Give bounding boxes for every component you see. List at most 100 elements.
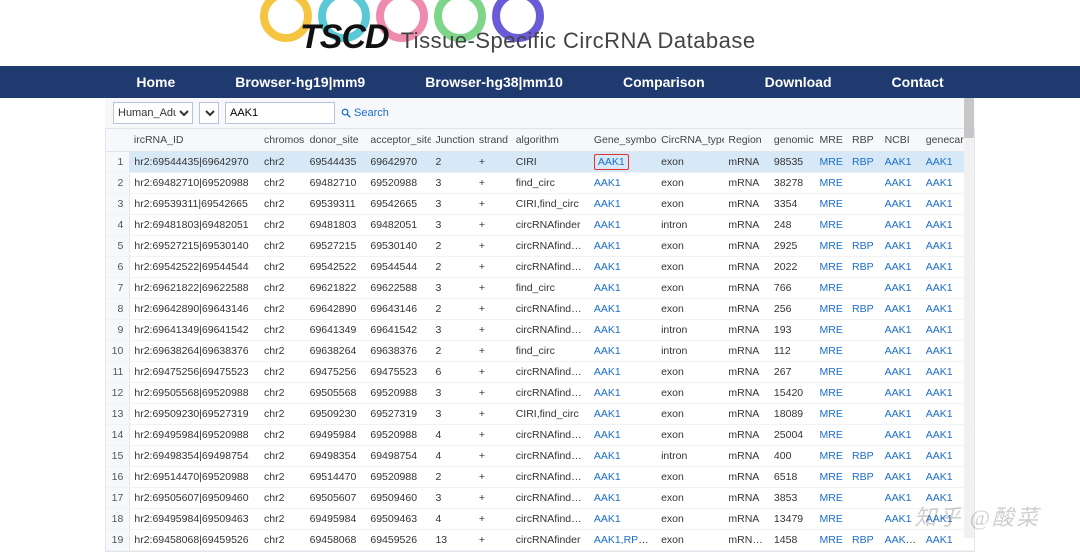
cell-ncbi[interactable]: AAK1 bbox=[881, 236, 922, 257]
cell-ncbi[interactable]: AAK1 bbox=[881, 425, 922, 446]
search-button[interactable]: Search bbox=[341, 107, 389, 119]
table-row[interactable]: 3hr2:69539311|69542665chr269539311695426… bbox=[106, 194, 974, 215]
col-junc[interactable]: Junction bbox=[431, 129, 474, 152]
cell-gene[interactable]: AAK1 bbox=[590, 362, 657, 383]
table-row[interactable]: 5hr2:69527215|69530140chr269527215695301… bbox=[106, 236, 974, 257]
cell-mre[interactable]: MRE bbox=[815, 446, 848, 467]
cell-rbp[interactable]: RBP bbox=[848, 257, 881, 278]
table-row[interactable]: 2hr2:69482710|69520988chr269482710695209… bbox=[106, 173, 974, 194]
gene-search-input[interactable] bbox=[225, 102, 335, 124]
cell-rbp[interactable]: RBP bbox=[848, 530, 881, 551]
cell-mre[interactable]: MRE bbox=[815, 215, 848, 236]
table-row[interactable]: 12hr2:69505568|69520988chr26950556869520… bbox=[106, 383, 974, 404]
cell-rbp[interactable] bbox=[848, 362, 881, 383]
cell-gene[interactable]: AAK1,RP11-427H bbox=[590, 530, 657, 551]
cell-mre[interactable]: MRE bbox=[815, 299, 848, 320]
cell-mre[interactable]: MRE bbox=[815, 194, 848, 215]
cell-ncbi[interactable]: AAK1 bbox=[881, 299, 922, 320]
cell-ncbi[interactable]: AAK1 bbox=[881, 215, 922, 236]
cell-gene[interactable]: AAK1 bbox=[590, 257, 657, 278]
table-row[interactable]: 6hr2:69542522|69544544chr269542522695445… bbox=[106, 257, 974, 278]
cell-rbp[interactable] bbox=[848, 488, 881, 509]
table-row[interactable]: 11hr2:69475256|69475523chr26947525669475… bbox=[106, 362, 974, 383]
col-ncbi[interactable]: NCBI bbox=[881, 129, 922, 152]
cell-gene[interactable]: AAK1 bbox=[590, 194, 657, 215]
col-region[interactable]: Region bbox=[724, 129, 770, 152]
cell-gene[interactable]: AAK1 bbox=[590, 215, 657, 236]
table-row[interactable]: 13hr2:69509230|69527319chr26950923069527… bbox=[106, 404, 974, 425]
nav-item-browser-hg38-mm10[interactable]: Browser-hg38|mm10 bbox=[425, 74, 563, 90]
cell-rbp[interactable] bbox=[848, 278, 881, 299]
cell-mre[interactable]: MRE bbox=[815, 467, 848, 488]
cell-ncbi[interactable]: AAK1 bbox=[881, 467, 922, 488]
col-strand[interactable]: strand bbox=[475, 129, 512, 152]
table-row[interactable]: 19hr2:69458068|69459526chr26945806869459… bbox=[106, 530, 974, 551]
col-type[interactable]: CircRNA_type bbox=[657, 129, 724, 152]
cell-mre[interactable]: MRE bbox=[815, 362, 848, 383]
cell-ncbi[interactable]: AAK1 bbox=[881, 404, 922, 425]
table-row[interactable]: 9hr2:69641349|69641542chr269641349696415… bbox=[106, 320, 974, 341]
cell-rbp[interactable] bbox=[848, 425, 881, 446]
cell-mre[interactable]: MRE bbox=[815, 236, 848, 257]
cell-mre[interactable]: MRE bbox=[815, 404, 848, 425]
nav-item-browser-hg19-mm9[interactable]: Browser-hg19|mm9 bbox=[235, 74, 365, 90]
cell-rbp[interactable]: RBP bbox=[848, 152, 881, 173]
cell-mre[interactable]: MRE bbox=[815, 509, 848, 530]
cell-gene[interactable]: AAK1 bbox=[590, 488, 657, 509]
cell-rbp[interactable]: RBP bbox=[848, 299, 881, 320]
cell-mre[interactable]: MRE bbox=[815, 488, 848, 509]
cell-ncbi[interactable]: AAK1 bbox=[881, 173, 922, 194]
cell-rbp[interactable]: RBP bbox=[848, 467, 881, 488]
nav-item-comparison[interactable]: Comparison bbox=[623, 74, 705, 90]
cell-rbp[interactable] bbox=[848, 215, 881, 236]
cell-gene[interactable]: AAK1 bbox=[590, 446, 657, 467]
cell-gene[interactable]: AAK1 bbox=[590, 152, 657, 173]
cell-gene[interactable]: AAK1 bbox=[590, 425, 657, 446]
cell-mre[interactable]: MRE bbox=[815, 173, 848, 194]
cell-gene[interactable]: AAK1 bbox=[590, 341, 657, 362]
cell-ncbi[interactable]: AAK1 bbox=[881, 446, 922, 467]
subtype-select[interactable] bbox=[199, 102, 219, 124]
col-mre[interactable]: MRE bbox=[815, 129, 848, 152]
table-row[interactable]: 15hr2:69498354|69498754chr26949835469498… bbox=[106, 446, 974, 467]
table-row[interactable]: 17hr2:69505607|69509460chr26950560769509… bbox=[106, 488, 974, 509]
cell-gene[interactable]: AAK1 bbox=[590, 509, 657, 530]
col-genomic[interactable]: genomic bbox=[770, 129, 816, 152]
col-donor[interactable]: donor_site bbox=[306, 129, 367, 152]
cell-ncbi[interactable]: AAK1,RF bbox=[881, 530, 922, 551]
cell-gene[interactable]: AAK1 bbox=[590, 383, 657, 404]
cell-ncbi[interactable]: AAK1 bbox=[881, 362, 922, 383]
cell-rbp[interactable] bbox=[848, 509, 881, 530]
nav-item-download[interactable]: Download bbox=[765, 74, 832, 90]
col-chrom[interactable]: chromos bbox=[260, 129, 306, 152]
cell-mre[interactable]: MRE bbox=[815, 341, 848, 362]
species-select[interactable]: Human_Adult bbox=[113, 102, 193, 124]
cell-rbp[interactable] bbox=[848, 341, 881, 362]
cell-ncbi[interactable]: AAK1 bbox=[881, 383, 922, 404]
cell-gene[interactable]: AAK1 bbox=[590, 299, 657, 320]
cell-gene[interactable]: AAK1 bbox=[590, 404, 657, 425]
cell-rbp[interactable] bbox=[848, 173, 881, 194]
cell-ncbi[interactable]: AAK1 bbox=[881, 509, 922, 530]
cell-rbp[interactable]: RBP bbox=[848, 446, 881, 467]
table-row[interactable]: 16hr2:69514470|69520988chr26951447069520… bbox=[106, 467, 974, 488]
col-rbp[interactable]: RBP bbox=[848, 129, 881, 152]
table-row[interactable]: 14hr2:69495984|69520988chr26949598469520… bbox=[106, 425, 974, 446]
cell-rbp[interactable] bbox=[848, 404, 881, 425]
cell-ncbi[interactable]: AAK1 bbox=[881, 320, 922, 341]
cell-mre[interactable]: MRE bbox=[815, 278, 848, 299]
table-row[interactable]: 10hr2:69638264|69638376chr26963826469638… bbox=[106, 341, 974, 362]
scrollbar-track[interactable] bbox=[964, 98, 974, 538]
cell-ncbi[interactable]: AAK1 bbox=[881, 152, 922, 173]
cell-mre[interactable]: MRE bbox=[815, 425, 848, 446]
table-row[interactable]: 8hr2:69642890|69643146chr269642890696431… bbox=[106, 299, 974, 320]
cell-gene[interactable]: AAK1 bbox=[590, 236, 657, 257]
cell-gene[interactable]: AAK1 bbox=[590, 278, 657, 299]
table-row[interactable]: 18hr2:69495984|69509463chr26949598469509… bbox=[106, 509, 974, 530]
nav-item-home[interactable]: Home bbox=[136, 74, 175, 90]
cell-rbp[interactable] bbox=[848, 194, 881, 215]
col-idx[interactable] bbox=[106, 129, 130, 152]
table-row[interactable]: 1hr2:69544435|69642970chr269544435696429… bbox=[106, 152, 974, 173]
cell-mre[interactable]: MRE bbox=[815, 320, 848, 341]
cell-rbp[interactable] bbox=[848, 383, 881, 404]
